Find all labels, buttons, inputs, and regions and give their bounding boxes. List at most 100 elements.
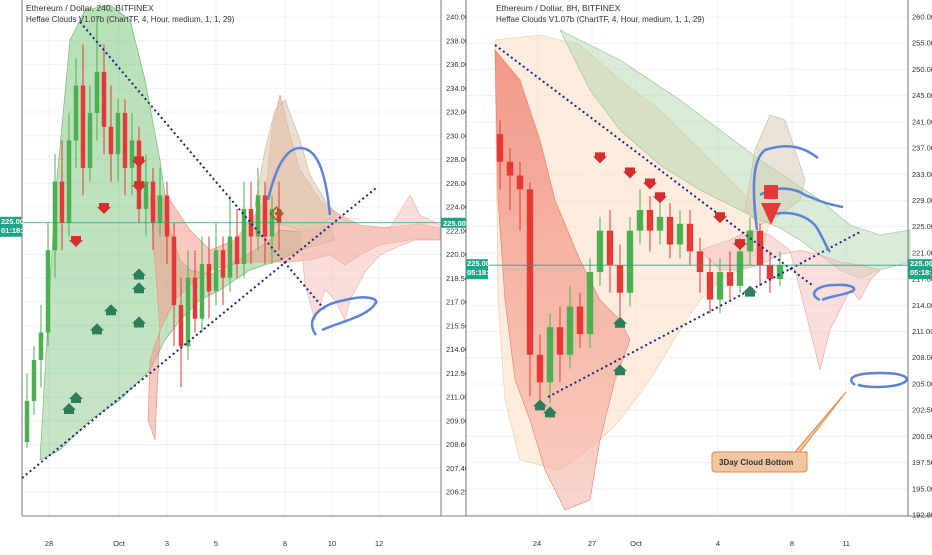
x-tick-label-right: Oct xyxy=(630,539,643,548)
signal-arrow-up-right xyxy=(743,285,757,297)
candle-body-right xyxy=(606,230,614,266)
candle-body-left xyxy=(150,181,156,223)
indicator-label-right: Heffae Clouds V1.07b (ChartTF, 4, Hour, … xyxy=(496,15,705,24)
candle-body-right xyxy=(646,210,654,231)
price-badge-right-axis: 225.00 05:18:54 xyxy=(908,259,932,280)
annotation-callout[interactable]: 3Day Cloud Bottom xyxy=(711,391,847,473)
price-badge-right-axis-countdown: 05:18:54 xyxy=(910,268,932,277)
candle-body-right xyxy=(496,134,504,162)
candle-body-left xyxy=(101,71,107,127)
x-tick-label-right: 8 xyxy=(790,539,794,548)
candle-body-left xyxy=(213,250,219,292)
y-tick-label-right: 211.00 xyxy=(912,327,932,336)
chart-title-left: Ethereum / Dollar, 240, BITFINEX xyxy=(26,3,154,13)
y-tick-label-left: 220.00 xyxy=(446,250,469,259)
y-tick-label-left: 207.40 xyxy=(446,464,469,473)
cloud-tan-left xyxy=(254,99,336,231)
y-tick-label-right: 245.00 xyxy=(912,91,932,100)
candle-body-right xyxy=(596,230,604,273)
x-tick-label-right: 24 xyxy=(533,539,541,548)
y-tick-label-left: 208.60 xyxy=(446,440,469,449)
candle-body-left xyxy=(136,140,142,210)
y-tick-label-left: 230.00 xyxy=(446,131,469,140)
y-tick-label-left: 209.00 xyxy=(446,416,469,425)
signal-arrow-down-left xyxy=(132,156,146,168)
candle-body-right xyxy=(666,216,674,245)
candle-body-left xyxy=(220,250,226,278)
signal-arrow-down-right xyxy=(623,167,637,179)
y-tick-label-right: 250.00 xyxy=(912,65,932,74)
signal-arrow-up-left xyxy=(132,316,146,328)
signal-arrow-down-left xyxy=(132,181,146,193)
y-tick-label-left: 232.00 xyxy=(446,108,469,117)
price-axis-right[interactable]: 260.00 255.00 250.00 245.00 241.00 237.00 233.… xyxy=(912,13,932,520)
y-tick-label-left: 217.00 xyxy=(446,298,469,307)
candle-body-left xyxy=(199,263,205,319)
x-tick-label-right: 27 xyxy=(588,539,596,548)
arrows-left xyxy=(62,156,146,414)
signal-arrow-down-right xyxy=(733,239,747,251)
chart-left: Ethereum / Dollar, 240, BITFINEX Heffae … xyxy=(0,0,469,548)
trendline-ascending-left xyxy=(21,187,377,479)
signal-arrow-up-left xyxy=(90,323,104,335)
y-tick-label-right: 225.00 xyxy=(912,222,932,231)
arrows-right xyxy=(533,152,757,418)
candle-body-right xyxy=(776,265,784,279)
signal-arrow-down-left xyxy=(97,203,111,215)
signal-arrow-up-right xyxy=(543,406,557,418)
candle-body-left xyxy=(80,85,86,168)
price-badge-right-inner-price: 225.00 xyxy=(467,259,490,268)
candle-body-right xyxy=(686,223,694,252)
y-tick-label-right: 195.00 xyxy=(912,484,932,493)
diamond-marker-left xyxy=(269,206,284,221)
price-badge-left-edge: 225.00 01:18:54 xyxy=(0,216,32,237)
candle-body-right xyxy=(756,230,764,266)
y-tick-label-left: 240.00 xyxy=(446,13,469,22)
candle-body-right xyxy=(546,327,554,383)
x-tick-label-right: 11 xyxy=(842,539,850,548)
y-tick-label-left: 212.50 xyxy=(446,369,469,378)
y-tick-label-left: 211.00 xyxy=(446,393,468,402)
y-tick-label-right: 255.00 xyxy=(912,39,932,48)
y-tick-label-left: 236.00 xyxy=(446,60,469,69)
candle-body-left xyxy=(185,277,191,347)
candle-body-left xyxy=(206,263,212,292)
y-tick-label-right: 192.80 xyxy=(912,511,932,520)
signal-arrow-up-left xyxy=(104,304,118,316)
price-axis-left[interactable]: 240.00 238.00 236.00 234.00 232.00 230.00 228.… xyxy=(446,13,469,497)
y-tick-label-left: 234.00 xyxy=(446,84,469,93)
candles-right xyxy=(496,120,784,410)
price-badge-left-axis: 225.00 xyxy=(441,217,466,228)
y-tick-label-left: 224.00 xyxy=(446,203,469,212)
candle-body-left xyxy=(241,209,247,264)
cloud-red-right xyxy=(494,49,631,511)
y-tick-label-right: 241.00 xyxy=(912,117,932,126)
candle-body-left xyxy=(227,236,233,278)
trendline-descending-left xyxy=(79,21,326,311)
signal-arrow-up-right xyxy=(613,364,627,376)
candle-body-left xyxy=(178,305,184,347)
big-down-signal-right xyxy=(761,185,781,225)
signal-arrow-down-right xyxy=(643,178,657,190)
candle-body-right xyxy=(536,354,544,383)
time-axis-left[interactable]: 28 Oct 3 5 8 10 12 xyxy=(45,539,383,548)
candle-body-left xyxy=(262,195,268,237)
candle-body-right xyxy=(516,175,524,190)
drawing-ellipse-right-mid xyxy=(812,283,856,302)
candle-body-right xyxy=(746,230,754,252)
price-badge-left-edge-countdown: 01:18:54 xyxy=(1,226,32,235)
y-tick-label-left: 226.00 xyxy=(446,179,469,188)
y-tick-label-right: 197.50 xyxy=(912,458,932,467)
trendline-ascending-right xyxy=(547,231,861,398)
signal-arrow-up-left xyxy=(62,402,76,414)
signal-arrow-up-right xyxy=(533,399,547,411)
x-tick-label-left: 8 xyxy=(283,539,287,548)
x-tick-label-left: 28 xyxy=(45,539,53,548)
time-axis-right[interactable]: 24 27 Oct 4 8 11 xyxy=(533,539,850,548)
x-tick-label-left: 5 xyxy=(214,539,218,548)
candle-body-right xyxy=(696,251,704,273)
x-tick-label-right: 4 xyxy=(716,539,720,548)
price-badge-left-axis-price: 225.00 xyxy=(443,219,466,228)
candle-body-left xyxy=(108,126,114,155)
y-tick-label-right: 229.00 xyxy=(912,196,932,205)
